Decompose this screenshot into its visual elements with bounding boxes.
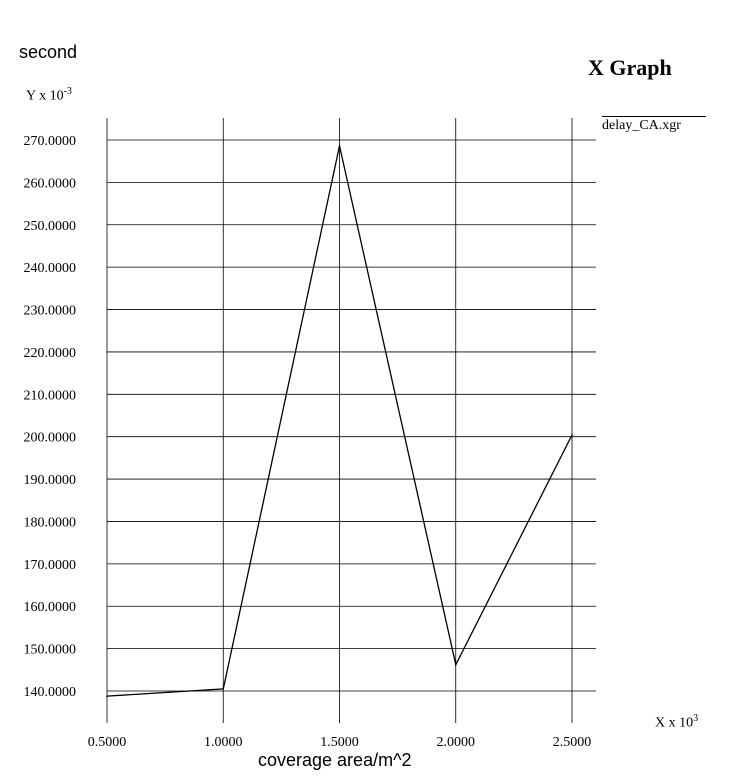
data-point: [222, 688, 225, 690]
x-tick-label: 1.5000: [320, 735, 359, 750]
x-tick-label: 0.5000: [88, 735, 127, 750]
legend-entry: delay_CA.xgr: [602, 118, 681, 133]
y-tick-label: 240.0000: [24, 261, 77, 276]
x-tick-label: 1.0000: [204, 735, 243, 750]
graph-title: X Graph: [588, 55, 672, 80]
y-tick-label: 190.0000: [24, 473, 77, 488]
y-tick-label: 200.0000: [24, 431, 77, 446]
y-scale-label: Y x 10-3: [26, 86, 72, 105]
data-point: [338, 145, 341, 147]
y-tick-label: 260.0000: [24, 176, 77, 191]
y-tick-label: 250.0000: [24, 219, 77, 234]
y-tick-label: 150.0000: [24, 643, 77, 658]
x-axis-label: coverage area/m^2: [258, 750, 412, 770]
y-tick-label: 170.0000: [24, 558, 77, 573]
data-point: [106, 695, 108, 697]
legend: delay_CA.xgr: [602, 116, 706, 134]
y-scale-exponent: -3: [63, 86, 72, 97]
y-tick-label: 160.0000: [24, 600, 77, 615]
x-scale-text: X x 10: [655, 715, 694, 731]
y-tick-label: 230.0000: [24, 304, 77, 319]
x-tick-label: 2.0000: [437, 735, 476, 750]
y-axis-label: second: [19, 42, 78, 62]
y-scale-text: Y x 10: [26, 88, 64, 104]
data-point: [454, 663, 457, 666]
x-scale-exponent: 3: [693, 713, 699, 724]
x-scale-label: X x 103: [655, 713, 698, 732]
y-tick-label: 140.0000: [24, 685, 77, 700]
data-point: [571, 434, 573, 436]
y-tick-label: 210.0000: [24, 388, 77, 403]
x-tick-label: 2.5000: [553, 735, 592, 750]
y-tick-label: 220.0000: [24, 346, 77, 361]
y-tick-label: 270.0000: [24, 134, 77, 149]
y-tick-label: 180.0000: [24, 515, 77, 530]
